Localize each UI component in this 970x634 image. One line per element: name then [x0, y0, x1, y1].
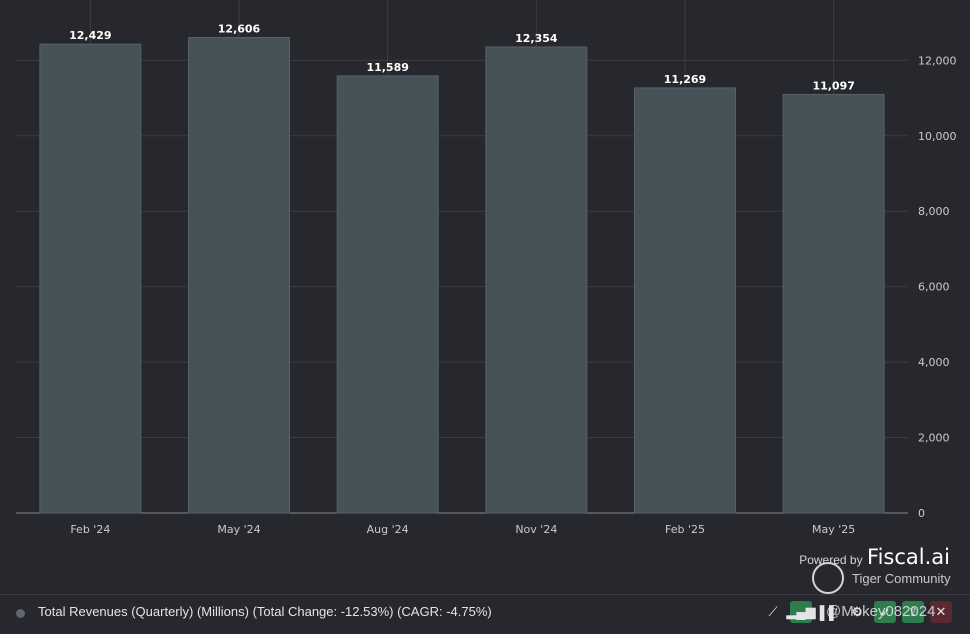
watermark: @Mokey082024 — [826, 603, 936, 620]
powered-by-block: Powered by Fiscal.ai — [799, 545, 950, 569]
y-tick-label: 8,000 — [918, 205, 950, 218]
powered-by-text: Powered by — [799, 553, 863, 567]
bar[interactable] — [39, 43, 142, 514]
x-tick-label: Feb '24 — [70, 523, 110, 536]
x-tick-label: May '24 — [217, 523, 260, 536]
data-label: 11,097 — [812, 79, 854, 92]
bar-chart-icon[interactable]: ▂▄▆ — [786, 601, 816, 623]
grouped-bar-icon[interactable]: ▌▌ — [819, 604, 839, 620]
line-chart-icon[interactable]: ⟋ — [768, 604, 778, 619]
bar[interactable] — [485, 46, 588, 514]
data-label: 11,589 — [366, 61, 408, 74]
bar[interactable] — [336, 75, 439, 514]
y-axis-ticks: 0 2,000 4,000 6,000 8,000 10,000 12,000 — [918, 54, 957, 520]
legend-bar: Total Revenues (Quarterly) (Millions) (T… — [0, 594, 970, 634]
tiger-logo-icon — [812, 562, 844, 594]
share-icon[interactable]: ⇪ — [902, 601, 924, 623]
data-label: 12,354 — [515, 32, 558, 45]
chart-grid — [16, 0, 908, 514]
bar[interactable] — [782, 93, 885, 514]
y-tick-label: 0 — [918, 507, 925, 520]
legend-text[interactable]: Total Revenues (Quarterly) (Millions) (T… — [38, 604, 492, 619]
y-tick-label: 10,000 — [918, 130, 957, 143]
x-tick-label: Aug '24 — [367, 523, 409, 536]
rocket-icon[interactable]: ➶ — [874, 601, 896, 623]
chart-toolbar: ⟋ ▂▄▆ ▌▌ ⚙ ➶ ⇪ ✕ — [762, 601, 952, 623]
y-tick-label: 4,000 — [918, 356, 950, 369]
x-axis-ticks: Feb '24 May '24 Aug '24 Nov '24 Feb '25 May '… — [70, 523, 855, 536]
x-tick-label: Nov '24 — [515, 523, 557, 536]
y-tick-label: 2,000 — [918, 432, 950, 445]
x-tick-label: May '25 — [812, 523, 855, 536]
data-label: 11,269 — [664, 73, 706, 86]
brand-name: Fiscal.ai — [867, 545, 950, 569]
tiger-community-text: Tiger Community — [852, 570, 951, 586]
y-tick-label: 12,000 — [918, 54, 957, 67]
close-icon[interactable]: ✕ — [930, 601, 952, 623]
chart-bars: 12,429 12,606 11,589 12,354 11,269 11,097 — [39, 22, 885, 514]
data-label: 12,429 — [69, 29, 111, 42]
settings-icon[interactable]: ⚙ — [851, 604, 863, 619]
tiger-community-badge: Tiger Community — [812, 562, 950, 594]
bar[interactable] — [634, 87, 736, 514]
data-label: 12,606 — [218, 22, 261, 35]
revenue-bar-chart: 12,429 12,606 11,589 12,354 11,269 11,097 Feb… — [16, 0, 957, 536]
bar[interactable] — [188, 36, 290, 514]
legend-dot — [16, 609, 25, 618]
x-tick-label: Feb '25 — [665, 523, 705, 536]
y-tick-label: 6,000 — [918, 281, 950, 294]
